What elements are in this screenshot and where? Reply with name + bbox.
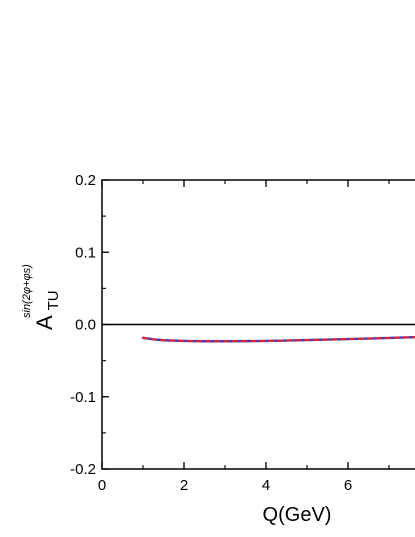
y-axis-title: A TU sin(2φ+φs) (21, 264, 63, 330)
x-tick-label: 0 (98, 477, 106, 494)
y-tick-label: 0.0 (75, 317, 96, 334)
svg-text:A TU sin(2φ+φs): A TU sin(2φ+φs) (21, 264, 63, 330)
y-tick-label: 0.1 (75, 244, 96, 261)
y-axis-title-superscript: sin(2φ+φs) (21, 264, 33, 318)
x-tick-label: 4 (262, 477, 270, 494)
y-tick-label: -0.1 (70, 389, 96, 406)
y-axis-title-subscript: TU (45, 290, 62, 310)
x-tick-label: 2 (180, 477, 188, 494)
y-tick-label: -0.2 (70, 461, 96, 478)
x-tick-labels: 02468 (98, 477, 352, 494)
plot-frame (101, 179, 415, 470)
y-tick-label: 0.2 (75, 172, 96, 189)
x-tick-label: 6 (344, 477, 352, 494)
series-layer (141, 336, 415, 343)
y-axis-title-main: A (32, 315, 57, 330)
y-tick-labels: 0.2 0.1 0.0 -0.1 -0.2 (70, 172, 96, 478)
x-axis-title: Q(GeV) (263, 504, 332, 526)
series-line-dashed (142, 336, 415, 343)
